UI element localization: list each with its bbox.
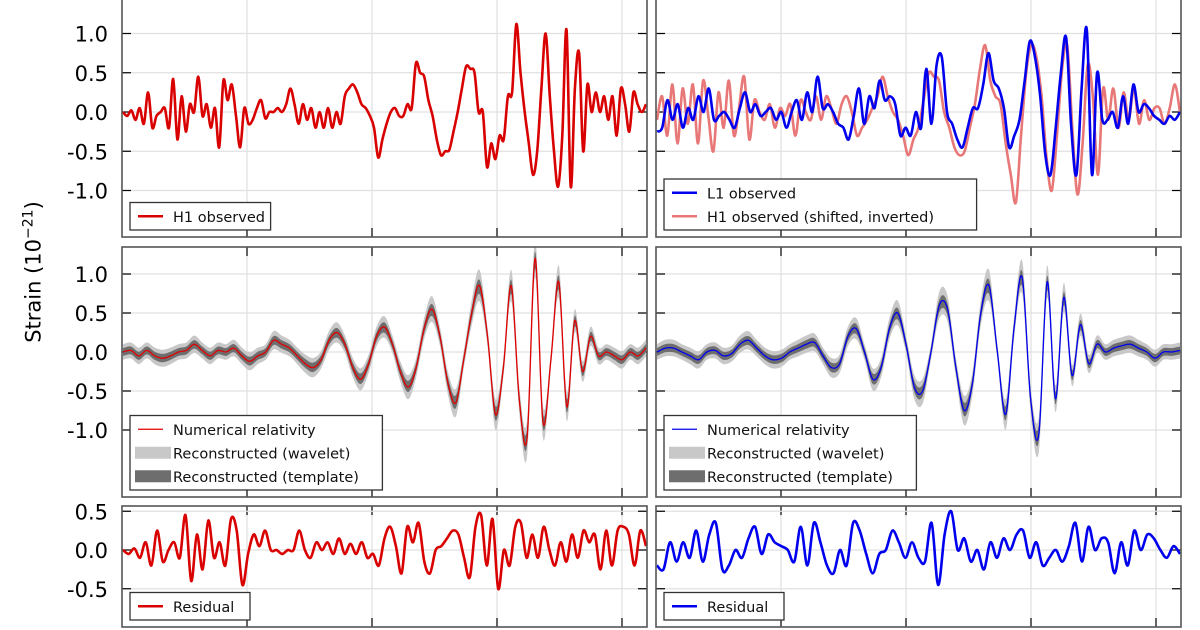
axes-frame (121, 505, 648, 628)
y-tick-label: 1.0 (75, 23, 108, 47)
panel-l1-observed: L1 observed H1 observed (shifted, inverte… (655, 0, 1182, 238)
y-tick-label: 0.0 (75, 539, 108, 563)
panel-h1-observed: 1.0 0.5 0.0 -0.5 -1.0 H1 observed (67, 0, 648, 238)
legend: Numerical relativity Reconstructed (wavel… (129, 414, 384, 491)
legend-label: Residual (707, 600, 768, 616)
legend-box (663, 414, 918, 491)
axes-frame (121, 0, 648, 238)
y-tick-label: 0.0 (75, 341, 108, 365)
legend: Residual (129, 591, 251, 621)
legend-swatch-template (135, 470, 171, 483)
numerical-relativity-line (656, 275, 1181, 441)
legend-label: Reconstructed (wavelet) (707, 446, 884, 462)
legend-label: Reconstructed (template) (707, 470, 893, 486)
wavelet-band (657, 259, 1180, 458)
legend: H1 observed (129, 201, 272, 231)
y-tick-label: 0.5 (75, 302, 108, 326)
legend-label: Reconstructed (template) (173, 470, 359, 486)
panel-l1-reconstruction: Numerical relativity Reconstructed (wavel… (655, 246, 1182, 498)
legend-label: Numerical relativity (707, 423, 850, 439)
y-tick-label: 0.5 (75, 62, 108, 86)
legend-box (129, 414, 384, 491)
legend: Residual (663, 591, 785, 621)
y-tick-label: -1.0 (67, 419, 108, 443)
legend-label: Reconstructed (wavelet) (173, 446, 350, 462)
legend: Numerical relativity Reconstructed (wavel… (663, 414, 918, 491)
y-tick-label: -0.5 (67, 140, 108, 164)
residual-line (122, 511, 647, 591)
numerical-relativity-line (122, 257, 647, 446)
axes-frame (655, 0, 1182, 238)
panel-l1-residual: Residual (655, 505, 1182, 628)
y-tick-label: -1.0 (67, 180, 108, 204)
y-tick-label: 1.0 (75, 263, 108, 287)
axes-frame (655, 505, 1182, 628)
y-tick-label: 0.0 (75, 101, 108, 125)
legend-label: Residual (173, 600, 234, 616)
l1-observed-line (656, 25, 1181, 178)
axes-frame (121, 246, 648, 498)
legend-label: H1 observed (173, 210, 265, 226)
y-tick-label: -0.5 (67, 380, 108, 404)
axes-frame (655, 246, 1182, 498)
h1-observed-shifted-inverted-line (656, 41, 1181, 205)
h1-observed-line (122, 22, 647, 189)
legend-label: Numerical relativity (173, 423, 316, 439)
legend: L1 observed H1 observed (shifted, inverte… (663, 178, 978, 231)
legend-swatch-template (669, 470, 705, 483)
legend-swatch-wavelet (135, 446, 171, 459)
legend-label: H1 observed (shifted, inverted) (707, 210, 934, 226)
legend-label: L1 observed (707, 186, 796, 202)
panel-h1-reconstruction: 1.0 0.5 0.0 -0.5 -1.0 Numerical relativity Rec… (67, 246, 648, 498)
panel-h1-residual: 0.5 0.0 -0.5 Residual (67, 500, 648, 628)
legend-swatch-wavelet (669, 446, 705, 459)
residual-line (656, 509, 1181, 587)
legend-box (663, 178, 978, 231)
y-tick-label: 0.5 (75, 500, 108, 524)
y-tick-label: -0.5 (67, 578, 108, 602)
